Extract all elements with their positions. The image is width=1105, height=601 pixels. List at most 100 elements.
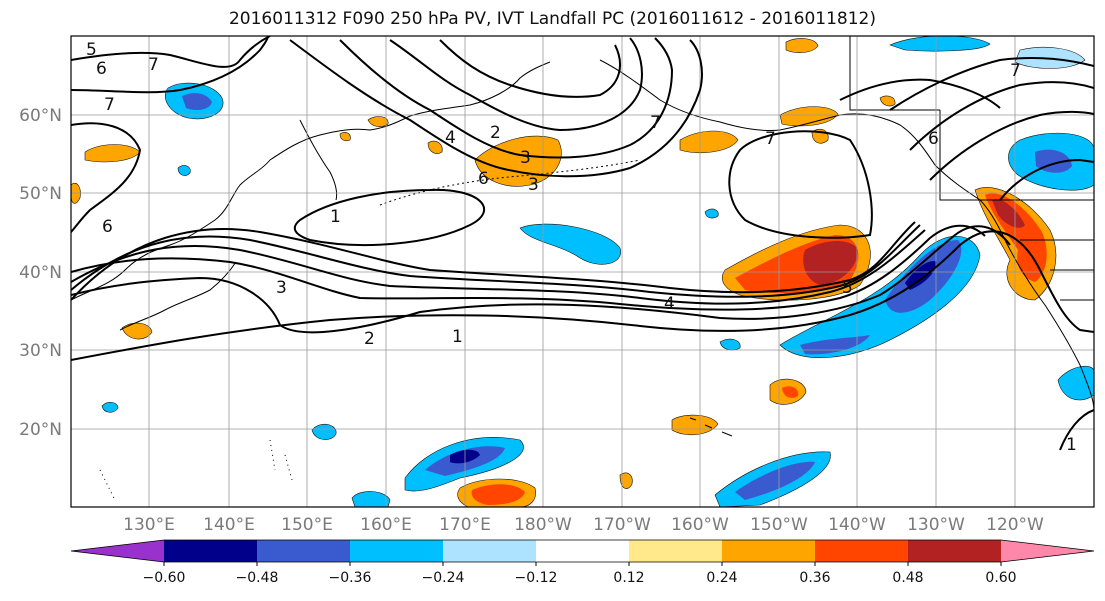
positive-anomaly-core <box>471 484 525 505</box>
colorbar-swatch <box>164 540 257 562</box>
contour-label: 6 <box>478 169 489 189</box>
contour-label: 2 <box>490 123 501 143</box>
contour-label: 6 <box>102 217 113 237</box>
negative-anomaly-core <box>800 335 870 355</box>
negative-anomaly-shading <box>1057 365 1094 401</box>
positive-anomaly-core <box>782 386 799 398</box>
pv-contour-low <box>728 130 873 239</box>
pv-contour-north-b <box>339 37 674 159</box>
positive-anomaly-core <box>992 199 1025 228</box>
map-frame <box>70 35 1095 508</box>
contour-label: 7 <box>765 129 776 149</box>
colorbar-swatch <box>815 540 908 562</box>
lat-label: 60°N <box>19 106 62 126</box>
map-title: 2016011312 F090 250 hPa PV, IVT Landfall… <box>228 9 876 29</box>
coastline-layer <box>71 36 1094 501</box>
negative-anomaly-core <box>905 261 937 290</box>
colorbar-swatch <box>443 540 536 562</box>
north-america-coastline <box>934 164 1094 411</box>
gridlines <box>71 36 1094 507</box>
contour-label: 7 <box>148 55 159 75</box>
positive-anomaly-shading <box>671 414 719 436</box>
us-state-borders <box>1020 239 1094 301</box>
positive-anomaly-shading <box>779 106 839 127</box>
contour-label: 6 <box>96 59 107 79</box>
lon-label: 170°E <box>439 515 491 535</box>
colorbar-tick-label: 0.36 <box>799 570 830 586</box>
colorbar-swatch <box>722 540 815 562</box>
contour-label: 4 <box>445 128 456 148</box>
negative-anomaly-shading <box>101 402 119 413</box>
contour-label: 1 <box>330 207 341 227</box>
colorbar-tick-label: 0.60 <box>985 570 1016 586</box>
lon-label: 130°W <box>907 515 965 535</box>
colorbar-tick-label: −0.60 <box>143 570 186 586</box>
colorbar-tick-label: 0.24 <box>706 570 737 586</box>
negative-anomaly-shading <box>889 36 991 52</box>
positive-anomaly-shading <box>879 95 896 107</box>
pv-contour-1 <box>71 230 1094 361</box>
negative-anomaly-core <box>735 461 815 500</box>
pv-contour-5 <box>71 224 921 298</box>
pv-contour-4 <box>71 229 926 305</box>
pv-contour-west-3 <box>71 36 269 94</box>
lat-labels: 60°N 50°N 40°N 30°N 20°N <box>19 106 62 440</box>
lon-label: 130°E <box>123 515 175 535</box>
contour-label: 3 <box>528 175 539 195</box>
pv-contour-east-a <box>889 56 1094 111</box>
negative-anomaly-shading <box>177 165 191 176</box>
asia-coastline <box>71 61 551 301</box>
negative-anomaly-shading <box>351 491 391 507</box>
lon-label: 180°W <box>514 515 572 535</box>
lat-label: 30°N <box>19 341 62 361</box>
shading-layer <box>71 36 1094 507</box>
colorbar-swatch <box>1001 540 1094 562</box>
lon-label: 140°E <box>203 515 255 535</box>
contour-label: 5 <box>86 40 97 60</box>
positive-anomaly-shading <box>679 130 739 154</box>
pv-contour-east-c <box>929 110 1094 181</box>
pv-contour-west <box>71 122 142 233</box>
colorbar-swatch <box>257 540 350 562</box>
positive-anomaly-core <box>803 241 858 285</box>
colorbar-tick-label: −0.24 <box>422 570 465 586</box>
lon-label: 150°E <box>281 515 333 535</box>
colorbar-tick-label: −0.36 <box>329 570 372 586</box>
colorbar-tick-label: 0.48 <box>892 570 923 586</box>
positive-anomaly-shading <box>339 132 351 142</box>
negative-anomaly-core <box>182 93 212 110</box>
colorbar-tick-label: 0.12 <box>613 570 644 586</box>
lat-label: 20°N <box>19 420 62 440</box>
japan-coastline <box>119 261 237 331</box>
colorbar-swatch <box>629 540 722 562</box>
contour-label: 7 <box>650 113 661 133</box>
pv-contours <box>71 36 1094 451</box>
lat-label: 40°N <box>19 263 62 283</box>
negative-anomaly-shading <box>311 423 337 440</box>
pv-contour-north-a <box>289 39 703 178</box>
map-layers: 5 6 7 7 6 4 2 3 6 3 7 7 1 6 7 3 4 5 2 1 … <box>71 36 1094 507</box>
contour-label: 7 <box>1010 61 1021 81</box>
lat-label: 50°N <box>19 184 62 204</box>
lon-label: 140°W <box>828 515 886 535</box>
pv-contour-east-d <box>999 158 1094 201</box>
scattered-islands <box>99 439 293 501</box>
negative-anomaly-shading <box>704 208 719 219</box>
contour-label: 5 <box>842 278 853 298</box>
canada-border <box>849 36 1094 201</box>
colorbar-swatch <box>908 540 1001 562</box>
contour-label: 6 <box>928 129 939 149</box>
contour-labels: 5 6 7 7 6 4 2 3 6 3 7 7 1 6 7 3 4 5 2 1 … <box>86 40 1077 455</box>
contour-label: 1 <box>1066 435 1077 455</box>
pv-contour-3 <box>71 224 986 311</box>
hawaii-islands <box>689 417 733 437</box>
colorbar-swatch <box>350 540 443 562</box>
pv-contour-2 <box>71 225 1011 334</box>
colorbar-tick-label: −0.48 <box>236 570 279 586</box>
positive-anomaly-shading <box>121 322 153 340</box>
colorbar-swatch <box>536 540 629 562</box>
colorbar-swatch <box>71 540 164 562</box>
lon-label: 160°W <box>671 515 729 535</box>
alaska-coastline <box>599 59 936 166</box>
